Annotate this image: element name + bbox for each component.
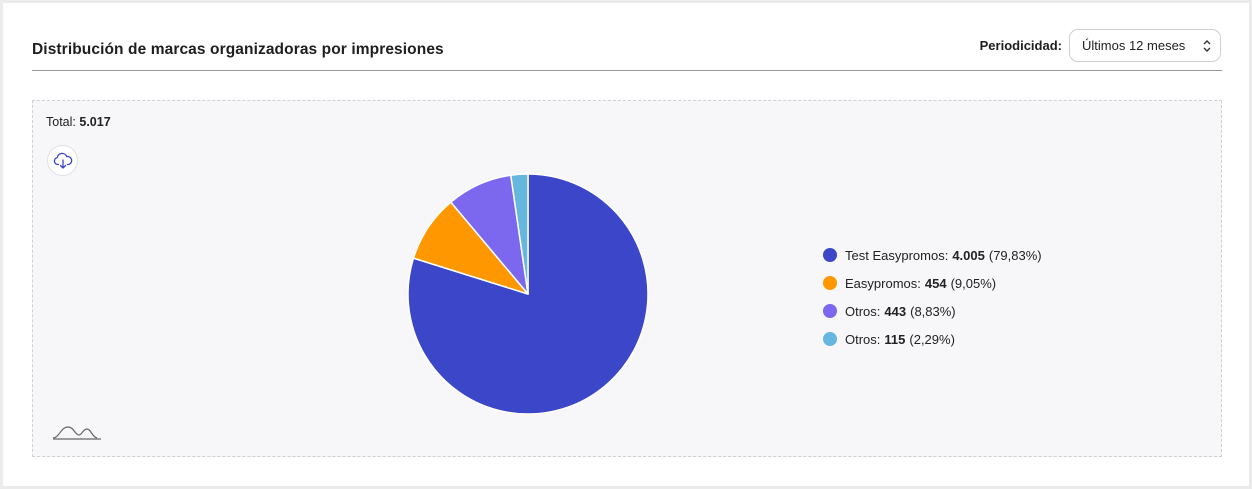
pie-slice-3[interactable] [510, 173, 529, 295]
select-arrows-icon [1203, 40, 1211, 52]
total-readout: Total: 5.017 [46, 115, 111, 129]
legend-swatch [823, 248, 837, 262]
legend-item-2[interactable]: Otros: 443 (8,83%) [823, 297, 1042, 325]
legend-value: 443 [884, 303, 907, 319]
cloud-download-icon [53, 152, 72, 169]
legend-swatch [823, 304, 837, 318]
legend-label: Easypromos: [845, 275, 921, 291]
legend-percent: (9,05%) [950, 275, 997, 291]
legend-percent: (79,83%) [988, 247, 1042, 263]
legend-percent: (2,29%) [909, 331, 955, 347]
legend-value: 4.005 [952, 247, 985, 263]
legend-swatch [823, 332, 837, 346]
period-select[interactable]: Últimos 12 meses [1069, 29, 1221, 62]
chart-legend: Test Easypromos: 4.005 (79,83%) Easypromos:… [823, 241, 1042, 353]
total-value: 5.017 [79, 115, 111, 129]
legend-item-1[interactable]: Easypromos: 454 (9,05%) [823, 269, 1042, 297]
chart-panel: Total: 5.017 Test Easypromos: 4.005 (79,83… [32, 100, 1222, 457]
legend-item-0[interactable]: Test Easypromos: 4.005 (79,83%) [823, 241, 1042, 269]
chart-title: Distribución de marcas organizadoras por… [32, 41, 444, 58]
legend-label: Test Easypromos: [845, 247, 949, 263]
period-label: Periodicidad: [979, 38, 1062, 53]
legend-label: Otros: [845, 303, 881, 319]
pie-slice-0[interactable] [407, 173, 649, 415]
pie-chart [407, 173, 649, 415]
header-divider [32, 70, 1222, 71]
legend-swatch [823, 276, 837, 290]
legend-value: 115 [884, 331, 906, 347]
total-label: Total: [46, 115, 76, 129]
legend-item-3[interactable]: Otros: 115 (2,29%) [823, 325, 1042, 353]
mountain-wave-logo-icon [52, 426, 101, 440]
legend-value: 454 [924, 275, 947, 291]
legend-percent: (8,83%) [910, 303, 956, 319]
period-select-value: Últimos 12 meses [1082, 38, 1186, 53]
download-button[interactable] [47, 145, 78, 176]
legend-label: Otros: [845, 331, 881, 347]
chart-card: Distribución de marcas organizadoras por… [3, 3, 1249, 486]
